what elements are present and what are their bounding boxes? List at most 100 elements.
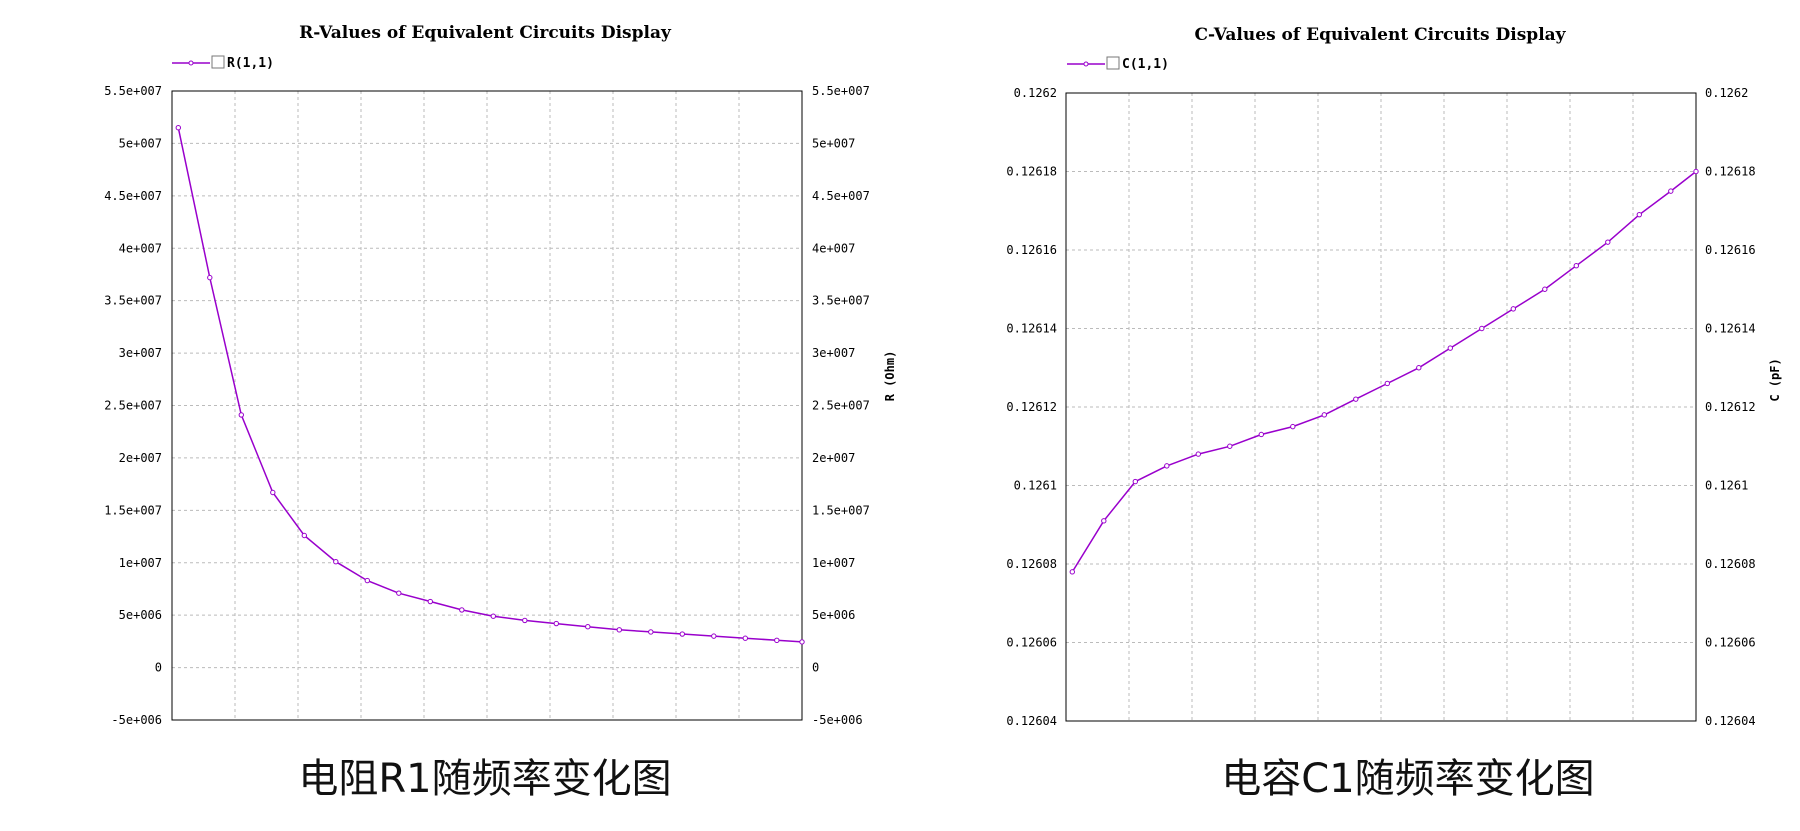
r-legend-marker <box>188 60 194 66</box>
y-tick-label-right: 1e+007 <box>812 556 855 570</box>
r-grid <box>172 91 802 720</box>
data-point <box>427 598 433 605</box>
c-plot-frame <box>1065 92 1697 722</box>
data-point <box>1447 345 1454 351</box>
data-point <box>774 637 780 644</box>
y-tick-label-left: 0 <box>155 661 162 675</box>
data-point <box>207 274 213 281</box>
r-series <box>175 124 805 645</box>
y-tick-label-left: 0.12618 <box>1006 165 1057 179</box>
data-point <box>553 620 559 627</box>
r-chart: R-Values of Equivalent Circuits Display … <box>104 23 897 802</box>
c-series <box>1069 168 1699 575</box>
data-point <box>1353 396 1359 402</box>
data-point <box>490 613 496 619</box>
data-point <box>1132 478 1139 485</box>
c-right-y-ticks: 0.1262 0.12618 0.12616 0.12614 0.12612 0.1261… <box>1705 86 1756 728</box>
y-tick-label-left: 5e+006 <box>119 608 162 622</box>
data-point <box>1693 168 1699 175</box>
y-tick-label-right: 0.12608 <box>1705 557 1756 571</box>
data-point <box>238 412 245 418</box>
y-tick-label-right: 3.5e+007 <box>812 294 870 308</box>
r-plot-frame <box>171 90 803 721</box>
data-point <box>616 627 622 633</box>
y-tick-label-left: 0.12616 <box>1006 243 1057 257</box>
y-tick-label-left: 0.12612 <box>1006 400 1057 414</box>
data-point <box>1636 211 1643 218</box>
data-point <box>1510 306 1517 312</box>
r-chart-title: R-Values of Equivalent Circuits Display <box>299 23 672 43</box>
data-point <box>1069 569 1076 575</box>
data-point <box>1573 263 1580 269</box>
data-point <box>1290 423 1296 430</box>
y-tick-label-right: 5e+007 <box>812 136 855 150</box>
data-point <box>679 631 685 637</box>
data-point <box>1164 463 1170 469</box>
data-point <box>585 623 591 630</box>
y-tick-label-right: -5e+006 <box>812 713 863 727</box>
y-tick-label-right: 1.5e+007 <box>812 503 870 517</box>
y-tick-label-right: 3e+007 <box>812 346 855 360</box>
data-point <box>1258 431 1265 438</box>
data-point <box>742 635 748 641</box>
c-grid <box>1066 93 1696 721</box>
y-tick-label-left: 3e+007 <box>119 346 162 360</box>
data-point <box>270 489 276 496</box>
r-chart-legend: R(1,1) <box>172 55 274 71</box>
y-tick-label-left: -5e+006 <box>111 713 162 727</box>
data-point <box>522 617 528 624</box>
data-point <box>396 590 402 596</box>
y-tick-label-right: 0.12604 <box>1705 714 1756 728</box>
data-point <box>1227 443 1233 449</box>
data-point <box>1195 451 1202 457</box>
r-left-y-ticks: 5.5e+007 5e+007 4.5e+007 4e+007 3.5e+007 3e+0… <box>104 84 162 727</box>
y-tick-label-left: 0.1262 <box>1014 86 1057 100</box>
data-point <box>1101 518 1107 524</box>
y-tick-label-right: 5e+006 <box>812 608 855 622</box>
y-tick-label-left: 1e+007 <box>119 556 162 570</box>
c-legend-marker <box>1083 61 1089 67</box>
y-tick-label-left: 0.1261 <box>1014 479 1057 493</box>
y-tick-label-left: 2e+007 <box>119 451 162 465</box>
c-chart: C-Values of Equivalent Circuits Display … <box>1006 25 1782 802</box>
y-tick-label-left: 4.5e+007 <box>104 189 162 203</box>
r-legend-checkbox[interactable] <box>211 55 225 69</box>
y-tick-label-right: 0.12612 <box>1705 400 1756 414</box>
y-tick-label-right: 0.1261 <box>1705 479 1748 493</box>
r-chart-caption: 电阻R1随频率变化图 <box>298 756 671 802</box>
c-chart-title: C-Values of Equivalent Circuits Display <box>1194 25 1566 45</box>
c-legend-checkbox[interactable] <box>1106 56 1120 70</box>
y-tick-label-left: 4e+007 <box>119 241 162 255</box>
data-point <box>648 629 654 635</box>
y-tick-label-right: 0.12616 <box>1705 243 1756 257</box>
y-tick-label-left: 5e+007 <box>119 136 162 150</box>
data-point <box>459 607 465 613</box>
y-tick-label-right: 0.12606 <box>1705 636 1756 650</box>
y-tick-label-right: 0.1262 <box>1705 86 1748 100</box>
c-chart-caption: 电容C1随频率变化图 <box>1221 756 1594 802</box>
y-tick-label-left: 0.12608 <box>1006 557 1057 571</box>
data-point <box>1384 380 1391 387</box>
y-tick-label-left: 1.5e+007 <box>104 503 162 517</box>
c-y-axis-label: C (pF) <box>1768 358 1782 401</box>
r-y-axis-label: R (Ohm) <box>883 351 897 402</box>
y-tick-label-right: 0.12618 <box>1705 165 1756 179</box>
data-point <box>175 124 182 131</box>
r-right-y-ticks: 5.5e+007 5e+007 4.5e+007 4e+007 3.5e+007 3e+0… <box>812 84 870 727</box>
y-tick-label-right: 5.5e+007 <box>812 84 870 98</box>
data-point <box>1321 412 1328 418</box>
y-tick-label-right: 2.5e+007 <box>812 399 870 413</box>
y-tick-label-right: 0 <box>812 661 819 675</box>
y-tick-label-left: 0.12604 <box>1006 714 1057 728</box>
y-tick-label-left: 3.5e+007 <box>104 294 162 308</box>
data-point <box>1668 188 1674 194</box>
series-line <box>177 127 803 643</box>
y-tick-label-right: 0.12614 <box>1705 322 1756 336</box>
c-chart-legend: C(1,1) <box>1067 56 1169 72</box>
series-line <box>1071 170 1697 573</box>
y-tick-label-right: 4e+007 <box>812 241 855 255</box>
data-point <box>333 559 339 565</box>
data-point <box>1416 365 1422 371</box>
y-tick-label-left: 0.12614 <box>1006 322 1057 336</box>
